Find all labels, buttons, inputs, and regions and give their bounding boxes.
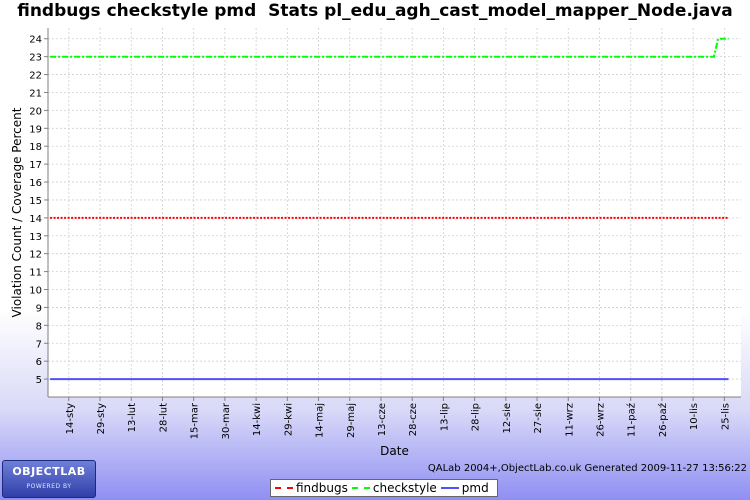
x-tick-label: 10-lis bbox=[689, 403, 700, 430]
y-tick-label: 7 bbox=[36, 339, 42, 350]
y-tick-label: 17 bbox=[29, 160, 42, 171]
x-tick-label: 29-maj bbox=[346, 403, 357, 438]
chart-title: findbugs checkstyle pmd Stats pl_edu_agh… bbox=[17, 1, 733, 21]
x-tick-label: 13-lip bbox=[439, 403, 450, 431]
plot-area bbox=[48, 28, 741, 397]
logo-wordmark: OBJECTLAB bbox=[12, 465, 86, 478]
y-axis-label: Violation Count / Coverage Percent bbox=[10, 107, 24, 317]
x-tick-label: 30-mar bbox=[221, 402, 232, 439]
y-tick-label: 18 bbox=[29, 142, 42, 153]
x-tick-label: 25-lis bbox=[720, 403, 731, 430]
y-tick-label: 5 bbox=[36, 375, 42, 386]
generated-note: QALab 2004+,ObjectLab.co.uk Generated 20… bbox=[427, 463, 747, 474]
y-tick-label: 14 bbox=[29, 214, 42, 225]
y-tick-label: 10 bbox=[29, 286, 42, 297]
legend-label-pmd: pmd bbox=[461, 481, 489, 495]
y-tick-label: 23 bbox=[29, 53, 42, 64]
y-tick-label: 9 bbox=[36, 303, 42, 314]
logo-tagline: POWERED BY bbox=[26, 483, 72, 490]
x-tick-label: 14-maj bbox=[315, 403, 326, 438]
x-tick-label: 27-sie bbox=[533, 403, 544, 433]
x-tick-label: 26-wrz bbox=[595, 403, 606, 437]
legend-label-checkstyle: checkstyle bbox=[372, 481, 437, 495]
x-tick-label: 28-cze bbox=[408, 403, 419, 436]
x-tick-label: 13-lut bbox=[127, 403, 138, 432]
legend-label-findbugs: findbugs bbox=[296, 481, 348, 495]
y-tick-label: 16 bbox=[29, 178, 42, 189]
y-tick-label: 19 bbox=[29, 124, 42, 135]
x-tick-label: 15-mar bbox=[190, 402, 201, 439]
x-tick-label: 13-cze bbox=[377, 403, 388, 436]
legend-swatch-checkstyle bbox=[351, 487, 370, 489]
y-tick-label: 21 bbox=[29, 88, 42, 99]
x-tick-label: 29-sty bbox=[96, 403, 107, 434]
x-tick-label: 26-paź bbox=[657, 403, 669, 437]
y-tick-label: 6 bbox=[36, 357, 42, 368]
y-tick-label: 22 bbox=[29, 71, 42, 82]
series-line-checkstyle bbox=[50, 37, 729, 58]
x-tick-label: 28-lut bbox=[158, 403, 169, 432]
x-tick-label: 11-paź bbox=[626, 403, 638, 437]
x-tick-label: 14-sty bbox=[65, 403, 76, 434]
legend-item-pmd: pmd bbox=[440, 481, 489, 495]
x-tick-label: 28-lip bbox=[471, 403, 482, 431]
y-tick-label: 11 bbox=[29, 268, 42, 279]
chart-legend: findbugs checkstyle pmd bbox=[270, 479, 498, 497]
objectlab-logo: OBJECTLAB POWERED BY bbox=[2, 460, 96, 498]
legend-swatch-pmd bbox=[440, 487, 459, 489]
x-tick-label: 29-kwi bbox=[283, 403, 294, 436]
x-tick-label: 14-kwi bbox=[252, 403, 263, 436]
legend-item-checkstyle: checkstyle bbox=[351, 481, 437, 495]
y-tick-label: 20 bbox=[29, 106, 42, 117]
legend-swatch-findbugs bbox=[275, 487, 293, 489]
y-tick-label: 15 bbox=[29, 196, 42, 207]
legend-item-findbugs: findbugs bbox=[275, 481, 348, 495]
y-tick-label: 24 bbox=[29, 35, 42, 46]
x-tick-label: 12-sie bbox=[502, 403, 513, 433]
x-axis-label: Date bbox=[380, 444, 409, 458]
y-tick-label: 12 bbox=[29, 250, 42, 261]
y-tick-label: 8 bbox=[36, 321, 42, 332]
x-tick-label: 11-wrz bbox=[564, 403, 575, 437]
y-tick-label: 13 bbox=[29, 232, 42, 243]
